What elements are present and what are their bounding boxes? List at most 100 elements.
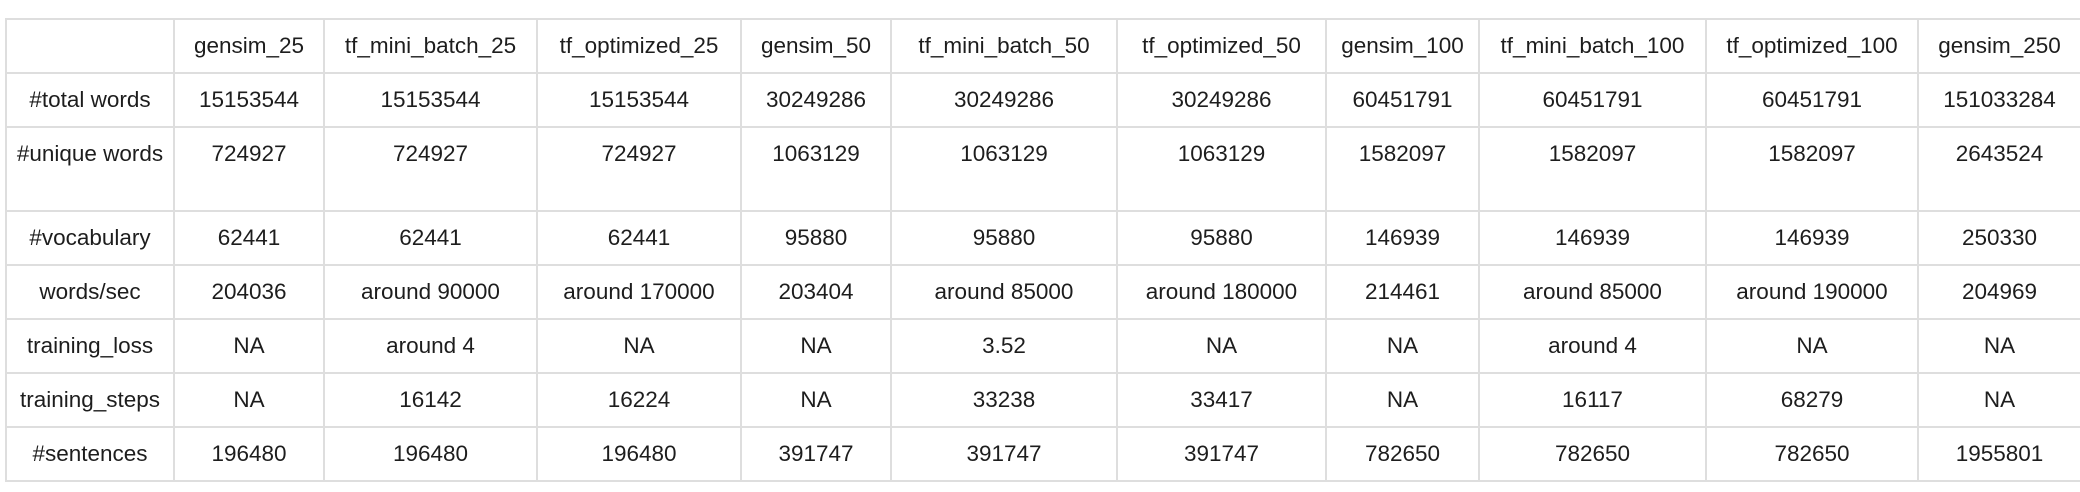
table-row: training_loss NA around 4 NA NA 3.52 NA … — [5, 318, 2080, 374]
table-cell: 196480 — [536, 426, 742, 482]
table-cell: 146939 — [1325, 210, 1480, 266]
table-cell: 30249286 — [740, 72, 892, 128]
table-cell: 214461 — [1325, 264, 1480, 320]
table-cell: 16142 — [323, 372, 538, 428]
table-cell: 204036 — [173, 264, 325, 320]
row-label: training_steps — [5, 372, 175, 428]
table-cell: 60451791 — [1325, 72, 1480, 128]
table-cell: around 190000 — [1705, 264, 1919, 320]
row-label: #vocabulary — [5, 210, 175, 266]
table-cell: 16117 — [1478, 372, 1707, 428]
table-cell: 782650 — [1478, 426, 1707, 482]
table-cell: around 85000 — [890, 264, 1118, 320]
column-header: gensim_100 — [1325, 18, 1480, 74]
row-label: #unique words — [5, 126, 175, 212]
table-row: #total words 15153544 15153544 15153544 … — [5, 72, 2080, 128]
column-header: tf_mini_batch_25 — [323, 18, 538, 74]
column-header: tf_optimized_50 — [1116, 18, 1327, 74]
table-cell: around 4 — [1478, 318, 1707, 374]
column-header: tf_mini_batch_100 — [1478, 18, 1707, 74]
table-cell: 782650 — [1705, 426, 1919, 482]
row-label: #sentences — [5, 426, 175, 482]
table-cell: NA — [1325, 372, 1480, 428]
table-body: #total words 15153544 15153544 15153544 … — [5, 72, 2080, 482]
table-cell: 62441 — [173, 210, 325, 266]
column-header: tf_optimized_25 — [536, 18, 742, 74]
table-cell: NA — [1917, 318, 2080, 374]
table-cell: 1582097 — [1705, 126, 1919, 212]
results-table-container[interactable]: gensim_25 tf_mini_batch_25 tf_optimized_… — [5, 18, 2080, 482]
table-cell: 68279 — [1705, 372, 1919, 428]
table-cell: 95880 — [1116, 210, 1327, 266]
table-cell: NA — [1116, 318, 1327, 374]
table-row: words/sec 204036 around 90000 around 170… — [5, 264, 2080, 320]
table-cell: 95880 — [740, 210, 892, 266]
table-row: #sentences 196480 196480 196480 391747 3… — [5, 426, 2080, 482]
table-cell: 15153544 — [173, 72, 325, 128]
table-cell: 391747 — [890, 426, 1118, 482]
table-cell: 16224 — [536, 372, 742, 428]
table-cell: 196480 — [173, 426, 325, 482]
table-cell: 1063129 — [1116, 126, 1327, 212]
table-cell: 204969 — [1917, 264, 2080, 320]
table-header: gensim_25 tf_mini_batch_25 tf_optimized_… — [5, 18, 2080, 74]
table-cell: 30249286 — [1116, 72, 1327, 128]
table-cell: 1955801 — [1917, 426, 2080, 482]
table-cell: around 4 — [323, 318, 538, 374]
table-cell: 60451791 — [1478, 72, 1707, 128]
table-cell: 15153544 — [323, 72, 538, 128]
table-cell: NA — [536, 318, 742, 374]
table-cell: 62441 — [323, 210, 538, 266]
table-cell: 1582097 — [1325, 126, 1480, 212]
header-row: gensim_25 tf_mini_batch_25 tf_optimized_… — [5, 18, 2080, 74]
table-cell: 30249286 — [890, 72, 1118, 128]
column-header: gensim_50 — [740, 18, 892, 74]
table-cell: 203404 — [740, 264, 892, 320]
table-cell: 15153544 — [536, 72, 742, 128]
table-cell: 60451791 — [1705, 72, 1919, 128]
table-cell: 250330 — [1917, 210, 2080, 266]
table-cell: NA — [740, 318, 892, 374]
table-cell: around 90000 — [323, 264, 538, 320]
table-cell: 3.52 — [890, 318, 1118, 374]
table-cell: 95880 — [890, 210, 1118, 266]
column-header: tf_mini_batch_50 — [890, 18, 1118, 74]
table-cell: 724927 — [173, 126, 325, 212]
table-cell: NA — [1325, 318, 1480, 374]
table-cell: 1063129 — [890, 126, 1118, 212]
row-label: training_loss — [5, 318, 175, 374]
table-cell: 62441 — [536, 210, 742, 266]
results-table: gensim_25 tf_mini_batch_25 tf_optimized_… — [5, 18, 2080, 482]
table-cell: around 170000 — [536, 264, 742, 320]
table-cell: 151033284 — [1917, 72, 2080, 128]
table-cell: 33238 — [890, 372, 1118, 428]
table-cell: NA — [173, 318, 325, 374]
column-header: tf_optimized_100 — [1705, 18, 1919, 74]
column-header: gensim_250 — [1917, 18, 2080, 74]
corner-cell — [5, 18, 175, 74]
table-cell: NA — [1917, 372, 2080, 428]
table-cell: 146939 — [1705, 210, 1919, 266]
table-cell: 391747 — [1116, 426, 1327, 482]
table-cell: NA — [1705, 318, 1919, 374]
table-cell: 196480 — [323, 426, 538, 482]
table-cell: 1582097 — [1478, 126, 1707, 212]
table-cell: NA — [740, 372, 892, 428]
table-cell: 724927 — [323, 126, 538, 212]
table-cell: around 180000 — [1116, 264, 1327, 320]
row-label: #total words — [5, 72, 175, 128]
table-row: training_steps NA 16142 16224 NA 33238 3… — [5, 372, 2080, 428]
table-cell: 33417 — [1116, 372, 1327, 428]
table-cell: 146939 — [1478, 210, 1707, 266]
column-header: gensim_25 — [173, 18, 325, 74]
row-label: words/sec — [5, 264, 175, 320]
table-cell: 1063129 — [740, 126, 892, 212]
table-cell: NA — [173, 372, 325, 428]
table-cell: 2643524 — [1917, 126, 2080, 212]
table-cell: around 85000 — [1478, 264, 1707, 320]
table-row: #unique words 724927 724927 724927 10631… — [5, 126, 2080, 212]
table-cell: 782650 — [1325, 426, 1480, 482]
table-cell: 391747 — [740, 426, 892, 482]
table-cell: 724927 — [536, 126, 742, 212]
table-row: #vocabulary 62441 62441 62441 95880 9588… — [5, 210, 2080, 266]
